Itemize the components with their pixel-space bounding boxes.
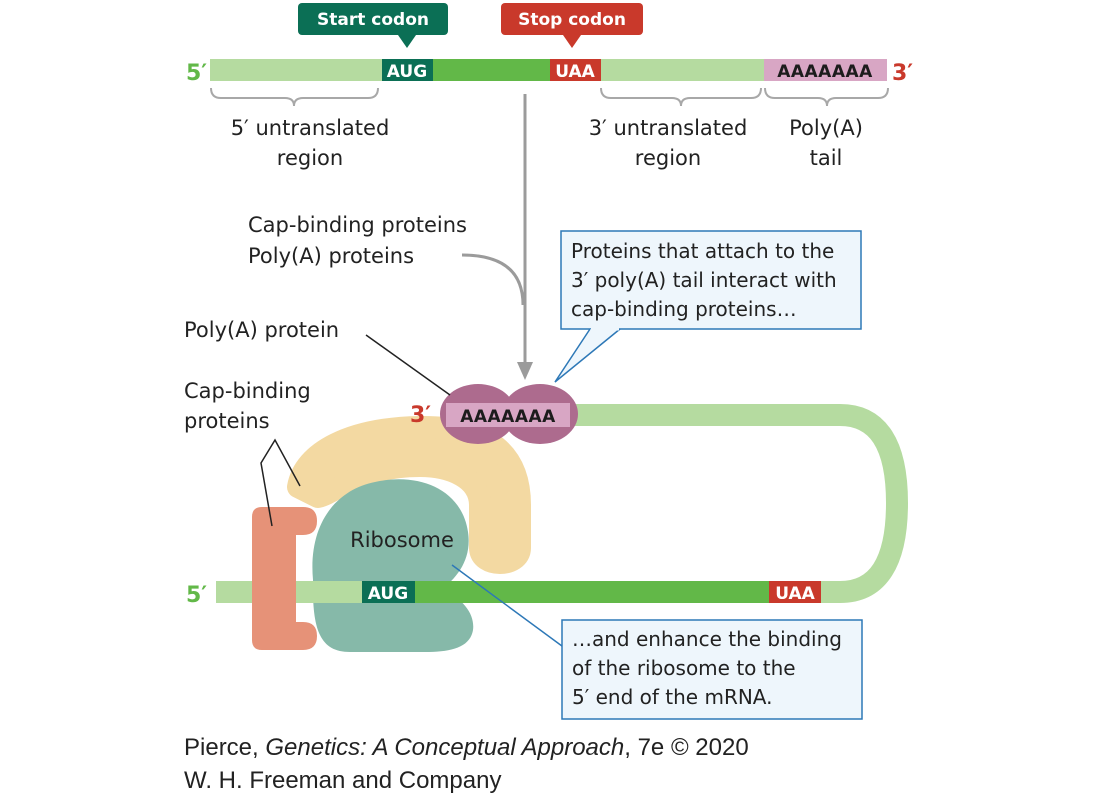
start-codon-tag: Start codon: [298, 3, 448, 48]
tail-brace: [764, 87, 889, 107]
poly-a-protein-label: Poly(A) protein: [184, 318, 339, 342]
circ-start-codon-text: AUG: [368, 584, 408, 604]
linear-mrna: 5′ AUG UAA AAAAAAA 3′ Start codon Stop c…: [186, 3, 913, 170]
utr5-label-line1: 5′ untranslated: [231, 116, 390, 140]
credit-edition: , 7e © 2020: [624, 734, 748, 761]
callout-top: Proteins that attach to the 3′ poly(A) t…: [554, 230, 862, 383]
callout-top-line3: cap-binding proteins…: [571, 297, 797, 321]
start-codon-box: [382, 59, 433, 81]
credit-author: Pierce,: [184, 734, 265, 761]
poly-a-proteins-label: Poly(A) proteins: [248, 244, 414, 268]
callout-bottom: …and enhance the binding of the ribosome…: [451, 564, 863, 720]
start-codon-tag-box: [298, 3, 448, 35]
circ-stop-codon-box: [769, 581, 821, 603]
poly-a-protein-leader: [365, 334, 451, 396]
utr3-label-line1: 3′ untranslated: [589, 116, 748, 140]
ribosome: [312, 479, 474, 652]
callout-top-pointer: [554, 328, 621, 383]
circ-five-prime-label: 5′: [186, 583, 207, 608]
tail-label-line2: tail: [810, 146, 843, 170]
callout-top-line2: 3′ poly(A) tail interact with: [571, 268, 837, 292]
stop-codon-tag: Stop codon: [501, 3, 643, 48]
cap-binding-proteins-label: Cap-binding proteins: [248, 213, 467, 237]
cap-binding-leader: [260, 438, 301, 527]
utr5-label-line2: region: [277, 146, 343, 170]
circ-stop-codon-text: UAA: [775, 584, 815, 604]
cap-binding-label-line1: Cap-binding: [184, 379, 311, 403]
ribosome-label: Ribosome: [350, 528, 454, 552]
mrna-loop: [560, 404, 909, 603]
utr3-label-line2: region: [635, 146, 701, 170]
circ-poly-a-bar: [446, 403, 570, 427]
five-prime-label: 5′: [186, 61, 207, 86]
three-prime-label: 3′: [892, 61, 913, 86]
callout-bottom-line3: 5′ end of the mRNA.: [572, 685, 773, 709]
credit-line1: Pierce, Genetics: A Conceptual Approach,…: [184, 734, 749, 761]
coding-region-bar: [433, 59, 550, 81]
stop-codon-box: [550, 59, 601, 81]
start-codon-text: AUG: [387, 62, 427, 82]
process-arrows: [461, 94, 533, 380]
vertical-arrow-head: [517, 362, 533, 380]
callout-bottom-line2: of the ribosome to the: [572, 656, 796, 680]
cap-binding-label-line2: proteins: [184, 409, 270, 433]
callout-top-box: [560, 230, 862, 330]
utr3-bar: [601, 59, 764, 81]
circ-three-prime-label: 3′: [410, 403, 431, 428]
tail-label-line1: Poly(A): [789, 116, 863, 140]
utr5-brace: [210, 87, 379, 107]
cap-binding-protein-salmon: [252, 507, 317, 650]
cap-binding-protein-tan: [287, 415, 531, 574]
callout-bottom-line1: …and enhance the binding: [572, 627, 842, 651]
circ-coding-strand: [415, 581, 769, 603]
callout-top-line1: Proteins that attach to the: [571, 239, 834, 263]
callout-bottom-leader-a: [451, 564, 567, 650]
circ-poly-a-text: AAAAAAA: [460, 407, 556, 427]
utr3-brace: [600, 87, 762, 107]
poly-a-tail-text: AAAAAAA: [777, 62, 873, 82]
credit-publisher: W. H. Freeman and Company: [184, 767, 501, 794]
circ-start-codon-box: [362, 581, 415, 603]
stop-codon-tag-box: [501, 3, 643, 35]
start-codon-tag-pointer: [398, 35, 416, 48]
callout-bottom-box: [561, 619, 863, 720]
region-braces: [210, 87, 889, 107]
stop-codon-tag-pointer: [563, 35, 581, 48]
protein-join-arrow: [461, 253, 525, 306]
circular-mrna: AUG UAA 5′ Ribosome AAAAAAA 3′: [186, 384, 909, 652]
poly-a-tail-bar: [764, 59, 887, 81]
credit-title: Genetics: A Conceptual Approach: [265, 734, 624, 761]
stop-codon-tag-label: Stop codon: [518, 10, 626, 30]
start-codon-tag-label: Start codon: [317, 10, 429, 30]
stop-codon-text: UAA: [555, 62, 595, 82]
utr5-bar: [210, 59, 382, 81]
